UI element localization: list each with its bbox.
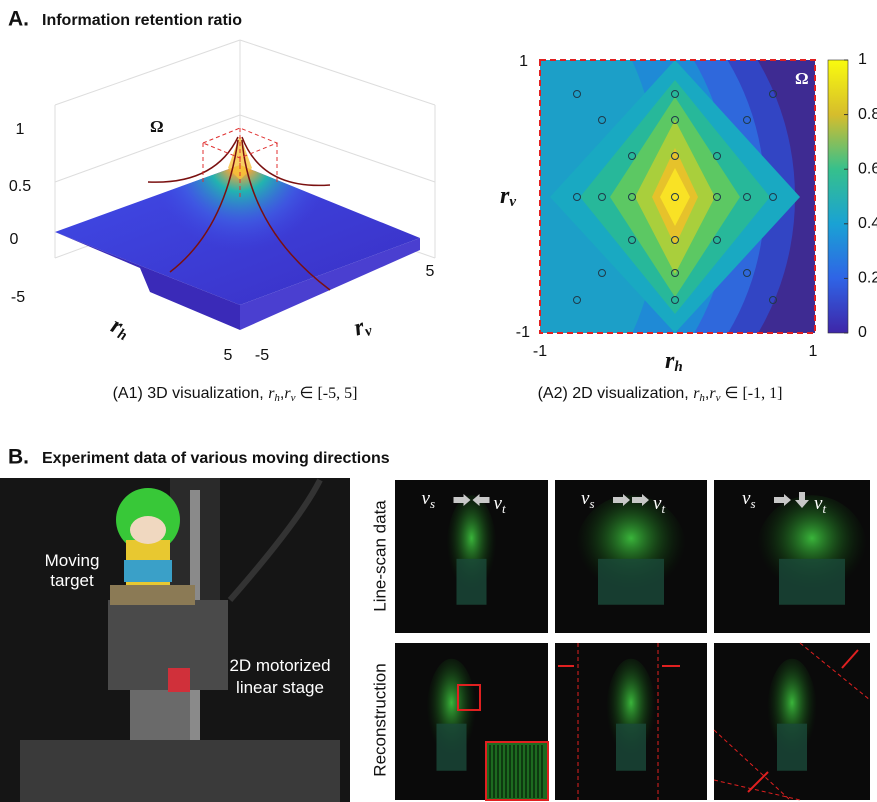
colorbar-tick-label: 0.4 [858, 215, 877, 232]
target-body [437, 724, 467, 771]
omega-label: Ω [795, 69, 809, 88]
symbol-sub: s [750, 496, 755, 511]
target-body [598, 559, 664, 605]
caption: (A1) 3D visualization, rh,rv∈ [-5, 5] [113, 385, 358, 404]
symbol-sub: t [502, 501, 506, 516]
colorbar-tick-label: 0.6 [858, 160, 877, 177]
rh-axis-label: rh [665, 348, 683, 376]
panel-label: A. [8, 8, 29, 31]
row-label: Reconstruction [370, 663, 389, 776]
x-tick-label: 1 [809, 343, 818, 360]
symbol-sub: s [589, 496, 594, 511]
setup-photo [0, 478, 350, 802]
colorbar-tick-label: 1 [858, 51, 867, 68]
panel-label: B. [8, 446, 29, 469]
colorbar-tick-label: 0.2 [858, 270, 877, 287]
colorbar-tick-label: 0.8 [858, 106, 877, 123]
z-tick-label: 1 [16, 121, 25, 138]
figure: A. Information retention ratio Ω 1 0.5 0… [0, 0, 877, 802]
rh-tick-label: 5 [224, 347, 233, 364]
rv-axis-label: rv [351, 312, 374, 343]
y-tick-label: -1 [516, 324, 530, 341]
omega-label: Ω [150, 117, 164, 136]
rv-tick-label: -5 [255, 347, 269, 364]
panel-title: Experiment data of various moving direct… [42, 450, 390, 467]
target-body [779, 559, 845, 605]
z-tick-label: 0.5 [9, 178, 31, 195]
z-tick-label: 0 [10, 231, 19, 248]
panel-title: Information retention ratio [42, 12, 242, 29]
colorbar-tick-label: 0 [858, 324, 867, 341]
caption: (A2) 2D visualization, rh,rv∈ [-1, 1] [538, 385, 783, 404]
symbol-sub: s [430, 496, 435, 511]
rh-tick-label: -5 [11, 289, 25, 306]
symbol-sub: t [822, 501, 826, 516]
target-body [457, 559, 487, 605]
symbol-sub: t [661, 501, 665, 516]
target-body [777, 724, 807, 771]
rv-axis-label: rv [500, 183, 516, 211]
colorbar-ticks: 1 0.8 0.6 0.4 0.2 0 [844, 51, 877, 341]
rv-tick-label: 5 [426, 263, 435, 280]
target-body [616, 724, 646, 771]
colorbar [828, 60, 848, 333]
rh-axis-label: rh [106, 312, 134, 345]
y-tick-label: 1 [519, 53, 528, 70]
row-label: Line-scan data [370, 500, 389, 612]
x-tick-label: -1 [533, 343, 547, 360]
